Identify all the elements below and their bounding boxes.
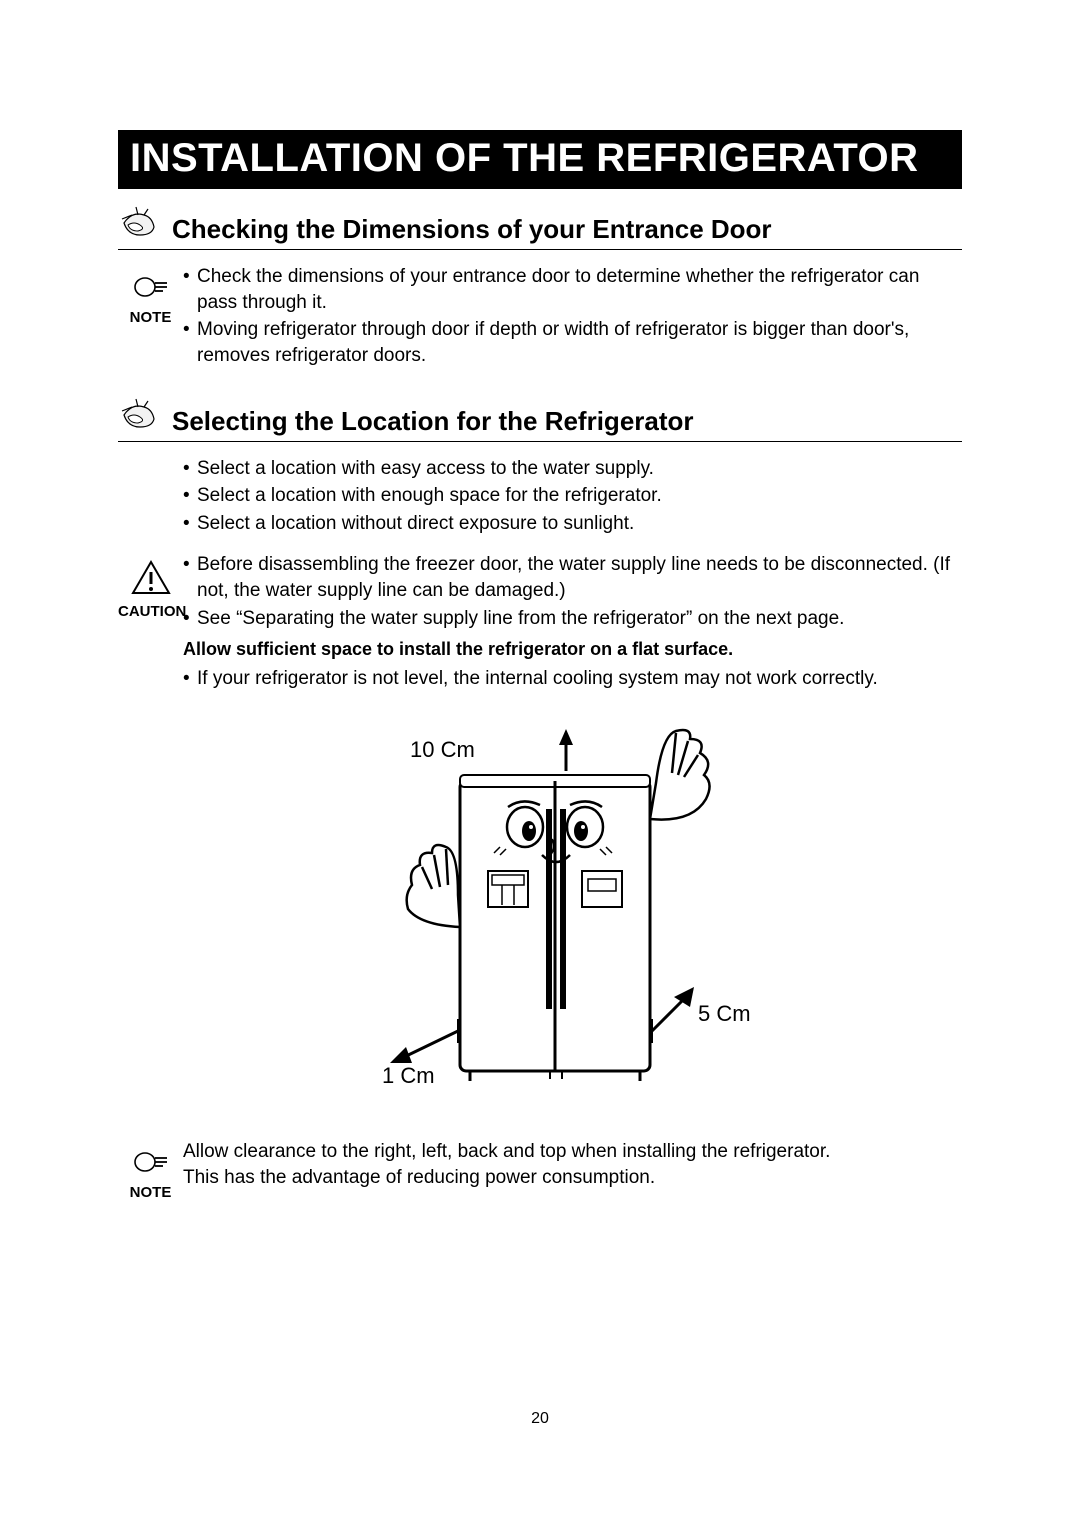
note2-line2: This has the advantage of reducing power…	[183, 1165, 962, 1191]
section-check-dimensions: Checking the Dimensions of your Entrance…	[118, 201, 962, 371]
clearance-diagram: 10 Cm 5 Cm 1 Cm	[118, 719, 962, 1099]
note-icon: NOTE	[118, 264, 183, 327]
section-header: Checking the Dimensions of your Entrance…	[118, 201, 962, 250]
clearance-top-label: 10 Cm	[410, 737, 475, 763]
bullet-item: Moving refrigerator through door if dept…	[183, 317, 962, 368]
bullet-item: Before disassembling the freezer door, t…	[183, 552, 962, 603]
wizard-hand-icon	[118, 201, 162, 245]
note-block-2: NOTE Allow clearance to the right, left,…	[118, 1139, 962, 1202]
section-header: Selecting the Location for the Refrigera…	[118, 393, 962, 442]
bullet-item: Select a location with enough space for …	[183, 483, 962, 509]
level-bullets: If your refrigerator is not level, the i…	[183, 666, 962, 692]
bullet-item: Check the dimensions of your entrance do…	[183, 264, 962, 315]
section-select-location: Selecting the Location for the Refrigera…	[118, 393, 962, 1203]
bullet-item: If your refrigerator is not level, the i…	[183, 666, 962, 692]
intro-bullets-wrap: Select a location with easy access to th…	[183, 456, 962, 537]
note-label: NOTE	[130, 1184, 172, 1201]
note-bullets: Check the dimensions of your entrance do…	[183, 264, 962, 369]
note-block: NOTE Check the dimensions of your entran…	[118, 264, 962, 371]
bullet-item: See “Separating the water supply line fr…	[183, 606, 962, 632]
bullet-item: Select a location without direct exposur…	[183, 511, 962, 537]
note2-line1: Allow clearance to the right, left, back…	[183, 1139, 962, 1165]
note-label: NOTE	[130, 309, 172, 326]
bold-instruction: Allow sufficient space to install the re…	[183, 637, 962, 661]
page-number: 20	[0, 1410, 1080, 1428]
caution-label: CAUTION	[118, 603, 186, 620]
note-icon: NOTE	[118, 1139, 183, 1202]
section-title: Checking the Dimensions of your Entrance…	[172, 214, 772, 245]
section-title: Selecting the Location for the Refrigera…	[172, 406, 694, 437]
clearance-left-label: 1 Cm	[382, 1063, 435, 1089]
clearance-right-label: 5 Cm	[698, 1001, 751, 1027]
bullet-item: Select a location with easy access to th…	[183, 456, 962, 482]
caution-icon: CAUTION	[118, 552, 183, 621]
caution-bullets: Before disassembling the freezer door, t…	[183, 552, 962, 631]
wizard-hand-icon	[118, 393, 162, 437]
caution-block: CAUTION Before disassembling the freezer…	[118, 552, 962, 693]
page-title: INSTALLATION OF THE REFRIGERATOR	[118, 130, 962, 189]
